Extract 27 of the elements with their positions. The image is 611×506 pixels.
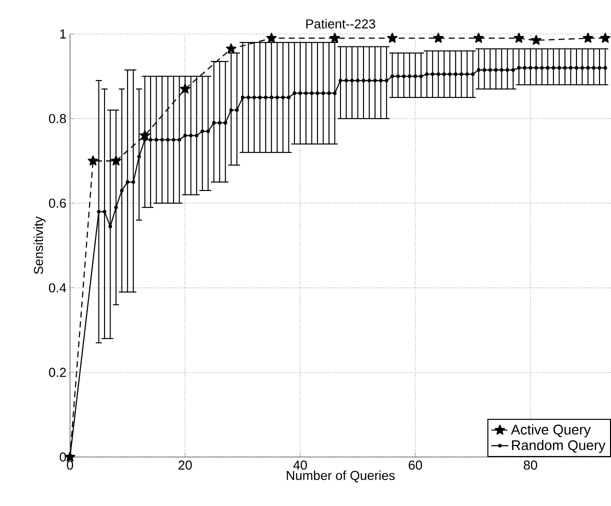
point (140, 130, 150, 140)
point (110, 155, 122, 166)
point (433, 32, 444, 43)
x-tick-label: 20 (178, 460, 192, 470)
point (180, 83, 190, 94)
x-tick-label: 80 (524, 460, 538, 470)
chart-title: Patient--223 (306, 18, 376, 28)
y-tick-label: 0.8 (48, 114, 66, 124)
point (473, 32, 484, 43)
x-tick-label: 0 (66, 460, 74, 470)
legend-label: Random Query (512, 440, 606, 453)
point (514, 32, 524, 43)
y-tick-label: 0 (60, 452, 66, 462)
y-tick-label: 0.6 (48, 198, 66, 208)
y-tick-label: 1 (60, 30, 66, 38)
x-tick-label: 60 (408, 460, 422, 470)
y-axis-title: Sensitivity (34, 216, 46, 274)
x-axis-title: Number of Queries (286, 470, 395, 482)
y-tick-label: 0.2 (48, 368, 66, 377)
x-tick-label: 40 (293, 460, 307, 470)
point (387, 32, 398, 43)
point (88, 155, 98, 166)
point (582, 32, 594, 43)
y-tick-label: 0.4 (48, 283, 66, 292)
legend-label: Active Query (510, 424, 591, 438)
point (600, 32, 610, 43)
point (530, 34, 542, 45)
